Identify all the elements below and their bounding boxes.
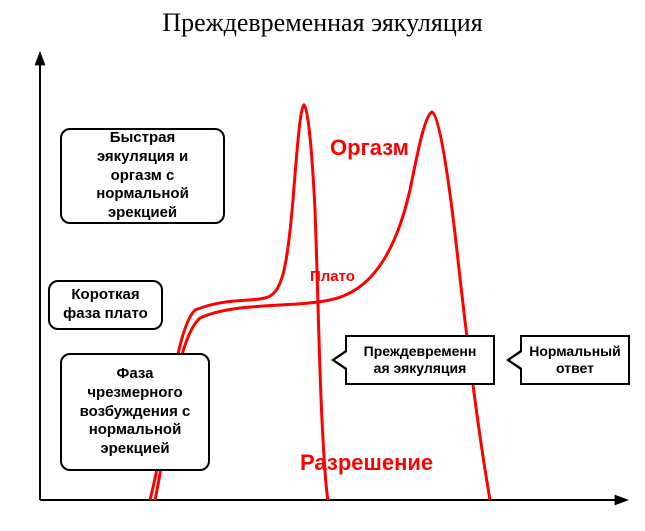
box-excessive-arousal: Фаза чрезмерного возбуждения с нормально… [60, 353, 210, 471]
box-short-plateau: Короткая фаза плато [48, 280, 163, 330]
label-resolution: Разрешение [300, 450, 433, 476]
box-fast-ejaculation: Быстрая эякуляция и оргазм с нормальной … [60, 128, 225, 224]
callout-normal-response: Нормальный ответ [520, 335, 630, 385]
label-orgasm: Оргазм [330, 135, 409, 161]
diagram-canvas: Преждевременная эякуляция Оргазм Плато Р… [0, 0, 645, 531]
label-plateau: Плато [310, 268, 355, 285]
callout-premature-ejaculation: Преждевременная эякуляция [345, 335, 495, 385]
